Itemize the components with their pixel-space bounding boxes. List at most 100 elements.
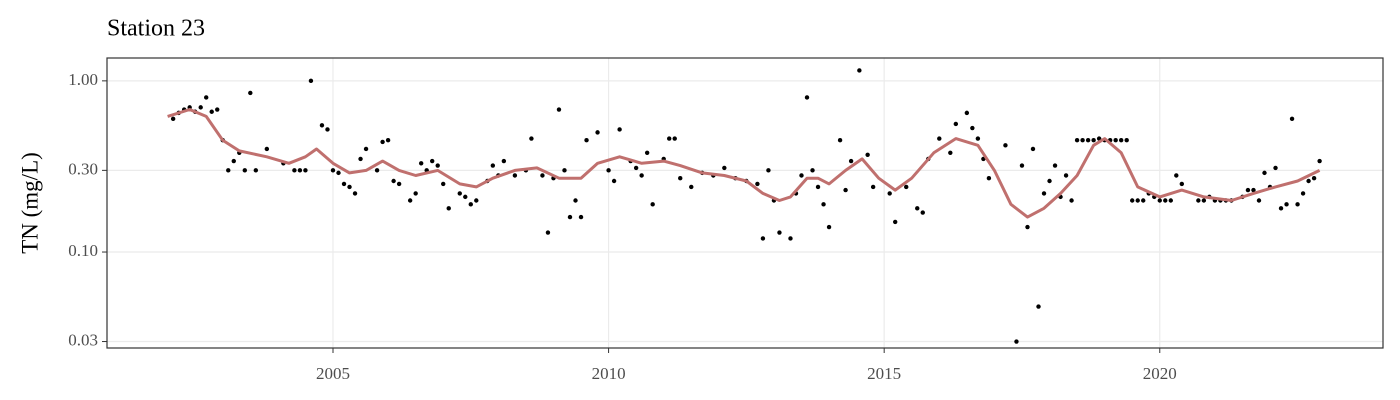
data-point — [430, 158, 435, 164]
data-point — [892, 219, 898, 225]
data-point — [374, 168, 380, 173]
data-point — [650, 202, 655, 207]
data-point — [1014, 339, 1019, 344]
data-point — [501, 158, 507, 164]
data-point — [303, 168, 308, 173]
x-tick-label: 2005 — [316, 364, 350, 383]
y-axis-label: TN (mg/L) — [17, 152, 42, 254]
data-point — [1030, 146, 1036, 152]
data-point — [821, 202, 826, 207]
data-point — [396, 181, 402, 187]
data-point — [226, 168, 231, 173]
data-point — [418, 161, 424, 166]
data-point — [204, 95, 209, 100]
data-point — [1135, 198, 1140, 203]
data-point — [1163, 198, 1168, 203]
data-point — [198, 105, 203, 110]
smooth-line — [167, 108, 1321, 219]
data-point — [1278, 206, 1284, 211]
data-point — [330, 168, 336, 173]
y-tick-label: 0.30 — [68, 159, 98, 178]
data-point — [545, 230, 551, 235]
data-point — [457, 191, 462, 196]
data-point — [975, 136, 981, 141]
data-point — [1003, 143, 1008, 148]
data-point — [964, 110, 970, 116]
data-point — [810, 168, 815, 173]
data-point — [1306, 178, 1311, 184]
data-point — [336, 170, 341, 176]
y-tick-label: 0.03 — [68, 330, 98, 349]
data-point — [1262, 170, 1267, 176]
data-point — [755, 181, 760, 187]
data-point — [253, 168, 259, 173]
data-point — [848, 158, 854, 164]
data-point — [248, 90, 253, 96]
data-point — [617, 127, 622, 132]
data-point — [678, 175, 683, 181]
data-point — [363, 146, 369, 152]
data-point — [644, 150, 650, 155]
data-point — [667, 136, 672, 141]
data-point — [413, 191, 418, 196]
data-point — [948, 150, 953, 155]
data-point — [1130, 198, 1135, 203]
data-point — [209, 109, 214, 114]
data-point — [562, 168, 567, 173]
data-point — [1118, 138, 1124, 143]
data-point — [1113, 138, 1118, 143]
x-tick-label: 2010 — [592, 364, 626, 383]
data-point — [1311, 175, 1317, 181]
data-point — [1074, 138, 1080, 143]
data-point — [231, 158, 236, 164]
data-point — [407, 198, 413, 203]
data-point — [1085, 138, 1091, 143]
data-point — [937, 136, 942, 141]
data-point — [380, 139, 385, 145]
data-point — [639, 173, 644, 178]
x-tick-label: 2020 — [1143, 364, 1177, 383]
data-point — [1036, 304, 1041, 309]
data-point — [915, 206, 920, 211]
data-point — [1080, 138, 1085, 143]
data-point — [297, 168, 303, 173]
panel-border — [106, 57, 1384, 349]
data-point — [904, 184, 909, 190]
data-point — [1174, 173, 1179, 178]
data-point — [760, 236, 766, 241]
data-point — [1047, 178, 1052, 184]
data-point — [1251, 187, 1256, 193]
data-point — [1052, 163, 1058, 168]
data-point — [887, 191, 892, 196]
data-point — [970, 125, 975, 131]
data-point — [1289, 116, 1295, 122]
data-point — [722, 165, 727, 171]
data-point — [347, 184, 352, 190]
data-point — [788, 236, 793, 241]
data-point — [567, 214, 573, 220]
data-point — [777, 230, 782, 235]
data-point — [319, 123, 325, 128]
data-point — [441, 181, 446, 187]
data-point — [1201, 198, 1207, 203]
data-point — [1019, 163, 1025, 168]
chart-title: Station 23 — [107, 16, 205, 42]
y-tick-label: 0.10 — [68, 241, 98, 260]
data-point — [385, 138, 391, 143]
data-point — [446, 206, 451, 211]
data-point — [766, 168, 771, 173]
data-point — [1124, 138, 1129, 143]
data-point — [1157, 198, 1162, 203]
data-point — [325, 127, 330, 132]
data-point — [391, 178, 396, 184]
data-point — [170, 116, 176, 122]
data-point — [540, 173, 545, 178]
data-point — [1141, 198, 1146, 203]
data-point — [870, 184, 876, 190]
data-point — [1273, 165, 1278, 171]
data-point — [264, 146, 270, 152]
data-point — [1069, 198, 1074, 203]
data-point — [215, 107, 220, 112]
data-point — [595, 130, 600, 135]
